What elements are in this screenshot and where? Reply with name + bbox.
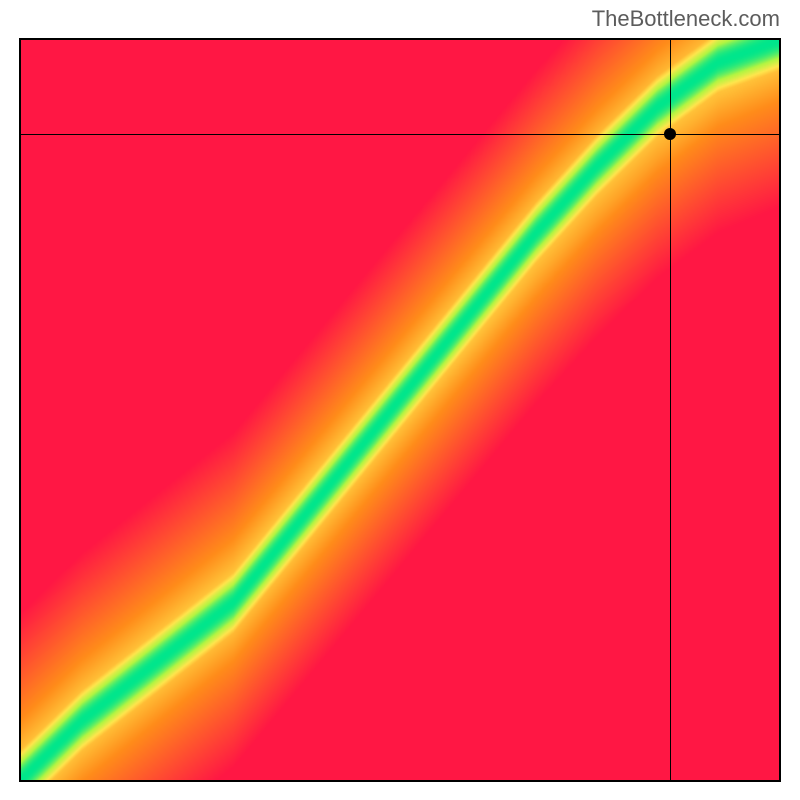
heatmap-chart xyxy=(19,38,781,782)
crosshair-marker xyxy=(664,128,676,140)
watermark-text: TheBottleneck.com xyxy=(592,6,780,32)
heatmap-canvas xyxy=(21,40,779,780)
crosshair-vertical xyxy=(670,40,671,780)
